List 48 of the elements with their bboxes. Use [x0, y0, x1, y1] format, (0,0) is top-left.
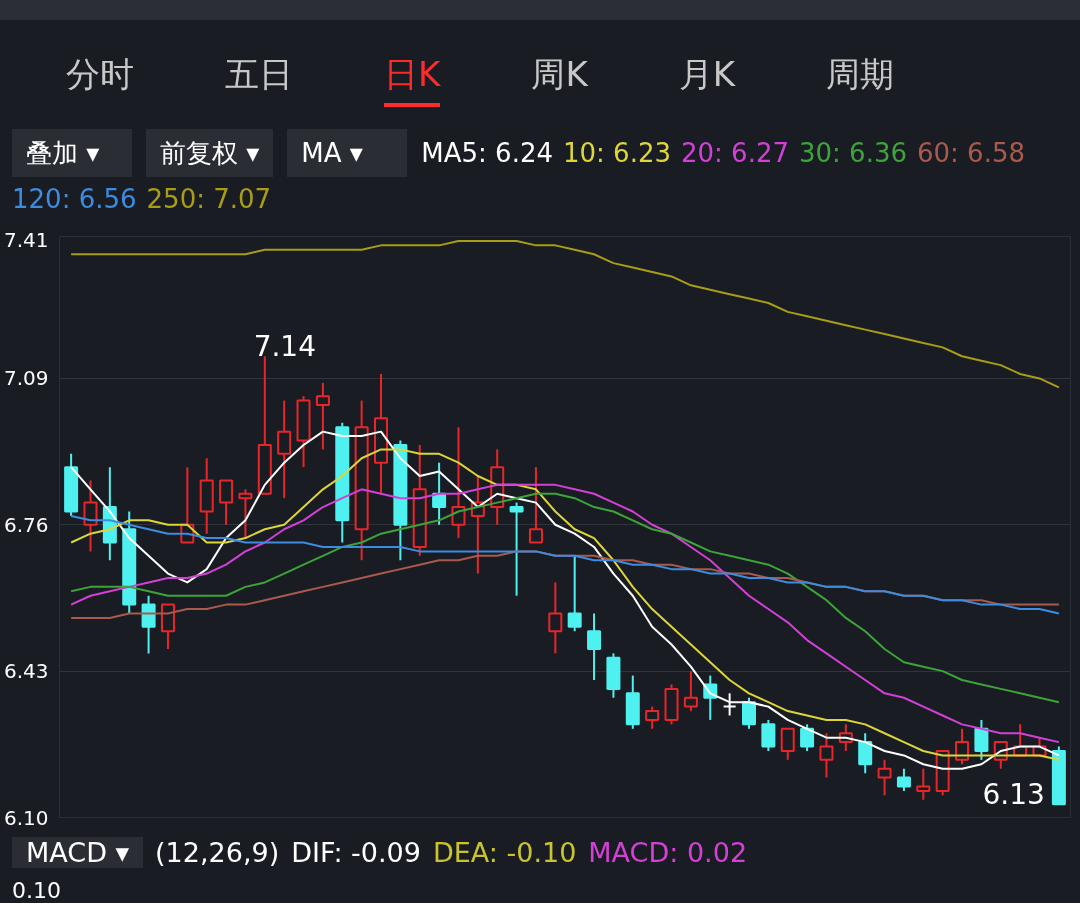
text: 120: 6.56: [12, 183, 137, 216]
candlestick: [548, 581, 563, 655]
candlestick: [83, 479, 98, 553]
candlestick: [587, 612, 602, 682]
text: 10: 6.23: [563, 137, 672, 170]
candlestick: [819, 732, 834, 779]
text: 0.10: [11, 876, 62, 903]
annotation: 7.14: [253, 330, 316, 364]
text: (12,26,9): [155, 837, 280, 868]
text: 月K: [678, 53, 736, 96]
series-label: 250: 7.07: [146, 183, 272, 216]
text: 20: 6.27: [681, 137, 790, 170]
text: DEA: -0.10: [432, 837, 577, 868]
text: 日K: [383, 50, 441, 107]
y-tick-label: 6.10: [3, 805, 49, 830]
text: 分时: [65, 53, 134, 96]
y-tick-label: 7.41: [3, 227, 49, 252]
text: 30: 6.36: [799, 137, 908, 170]
y-tick-label: 7.09: [3, 366, 49, 391]
candlestick: [741, 696, 756, 730]
text: 叠加 ▾: [12, 129, 132, 177]
candlestick: [761, 718, 776, 752]
line-series: [70, 239, 1060, 389]
line-series: [70, 492, 1060, 704]
candlestick: [277, 399, 292, 500]
text: MACD ▾: [12, 837, 144, 868]
text: MACD: 0.02: [588, 837, 748, 868]
text: MA ▾: [287, 129, 408, 177]
text: DIF: -0.09: [291, 837, 421, 868]
y-tick-label: 6.43: [3, 659, 49, 684]
line-series: [70, 483, 1060, 744]
candlestick: [858, 732, 873, 775]
y-tick-label: 6.76: [3, 512, 49, 537]
text: 周期: [826, 53, 895, 96]
annotation: 6.13: [982, 778, 1045, 812]
candlestick: [451, 426, 466, 540]
text: 前复权 ▾: [146, 129, 274, 177]
candlestick: [780, 727, 795, 761]
text: 五日: [224, 53, 293, 96]
candlestick: [141, 594, 156, 655]
text: 周K: [531, 53, 588, 96]
candlestick: [315, 381, 330, 451]
text: MA5: 6.24: [421, 137, 554, 170]
candlestick: [219, 479, 234, 526]
candlestick: [974, 718, 989, 761]
text: 60: 6.58: [917, 137, 1026, 170]
line-series: [70, 514, 1060, 615]
candlestick: [800, 723, 815, 752]
